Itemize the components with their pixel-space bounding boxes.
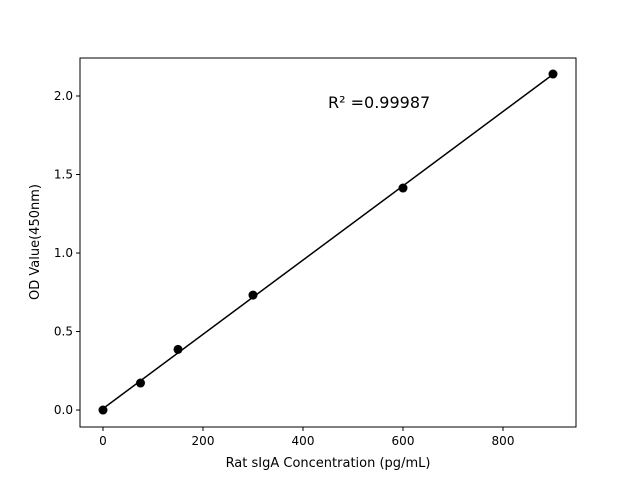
y-tick-label: 1.0 [54,246,73,260]
y-axis-label: OD Value(450nm) [28,184,43,300]
x-tick-label: 800 [492,434,515,448]
y-tick-label: 1.5 [54,168,73,182]
x-axis-label: Rat sIgA Concentration (pg/mL) [226,456,431,471]
data-point [136,378,145,388]
r-squared-annotation: R² =0.99987 [328,93,430,112]
data-point [398,183,408,193]
data-point [548,69,558,79]
y-tick-label: 0.5 [54,325,73,339]
x-tick-label: 400 [292,434,315,448]
x-tick-label: 200 [192,434,215,448]
y-tick-label: 0.0 [54,403,73,417]
data-point [248,290,258,300]
data-point [173,344,183,354]
x-tick-label: 600 [392,434,415,448]
data-point [98,405,108,415]
y-tick-label: 2.0 [54,89,73,103]
x-tick-label: 0 [99,434,107,448]
